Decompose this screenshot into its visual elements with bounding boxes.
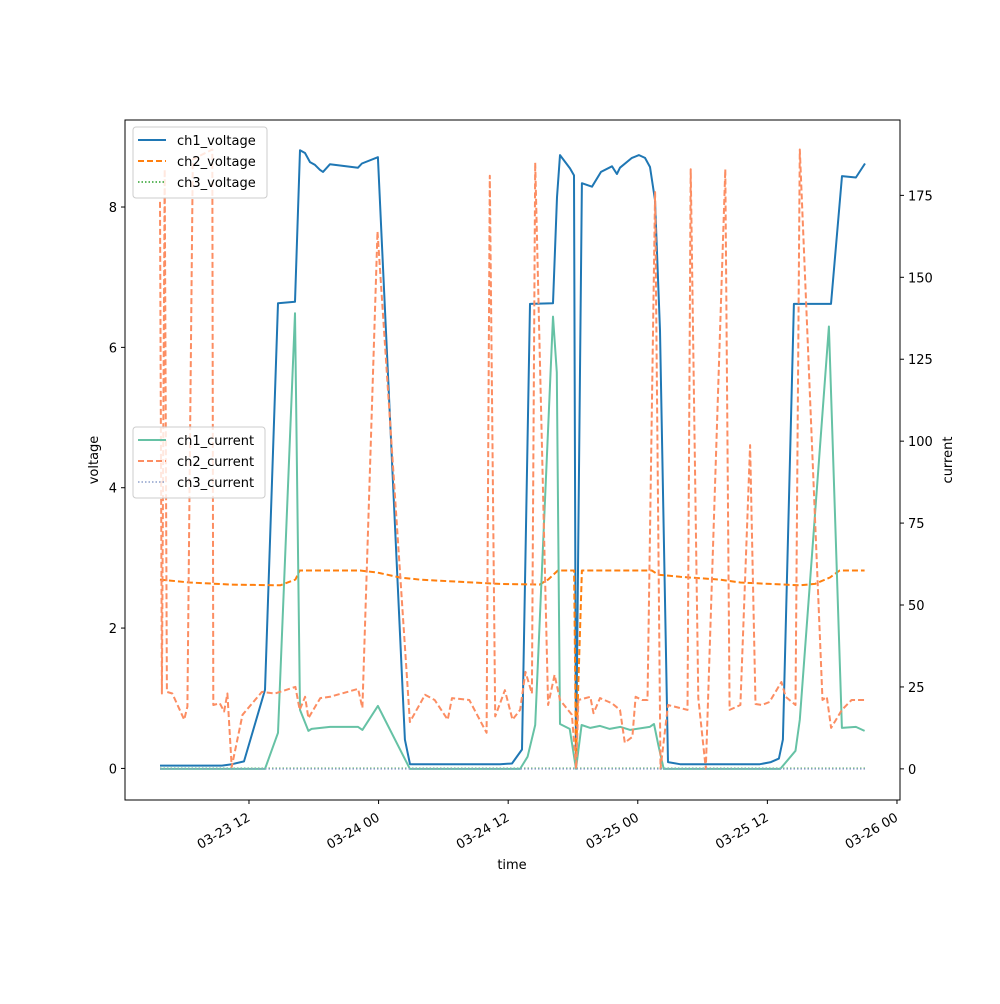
y-right-tick-label: 75 [908,517,925,532]
legend-label: ch2_current [177,455,254,470]
y-left-tick-label: 0 [109,762,117,777]
y-left-tick-label: 6 [109,341,117,356]
legend-voltage: ch1_voltage ch2_voltage ch3_voltage [132,126,268,199]
y-right-tick-label: 175 [908,189,933,204]
y-right-tick-label: 150 [908,271,933,286]
legend-label: ch2_voltage [177,155,256,170]
y-axis-right-label: current [941,437,956,484]
series-line-ch1_voltage [160,149,866,769]
y-axis-left-label: voltage [87,436,102,485]
y-right-tick-label: 50 [908,599,925,614]
plot-frame [124,119,901,801]
x-tick-label: 03-26 00 [843,810,901,852]
legend-label: ch1_current [177,434,254,449]
legend-current: ch1_current ch2_current ch3_current [132,426,266,499]
x-tick-label: 03-24 00 [324,810,382,852]
y-left-tick-label: 2 [109,622,117,637]
x-tick-label: 03-24 12 [454,810,512,852]
legend-label: ch3_current [177,476,254,491]
legend-label: ch1_voltage [177,134,256,149]
legend-box [132,126,268,199]
legend-label: ch3_voltage [177,176,256,191]
legend-box [132,426,266,499]
x-tick-label: 03-25 12 [713,810,771,852]
y-left-tick-label: 8 [109,201,117,216]
x-axis-label: time [497,858,526,873]
y-right-tick-label: 125 [908,353,933,368]
x-tick-label: 03-25 00 [584,810,642,852]
y-right-tick-label: 0 [908,763,916,778]
y-left-tick-label: 4 [109,482,117,497]
y-right-tick-label: 25 [908,681,925,696]
x-tick-label: 03-23 12 [195,810,253,852]
series-line-ch1_current [160,312,866,770]
y-right-tick-label: 100 [908,435,933,450]
series-line-ch2_current [159,148,865,770]
